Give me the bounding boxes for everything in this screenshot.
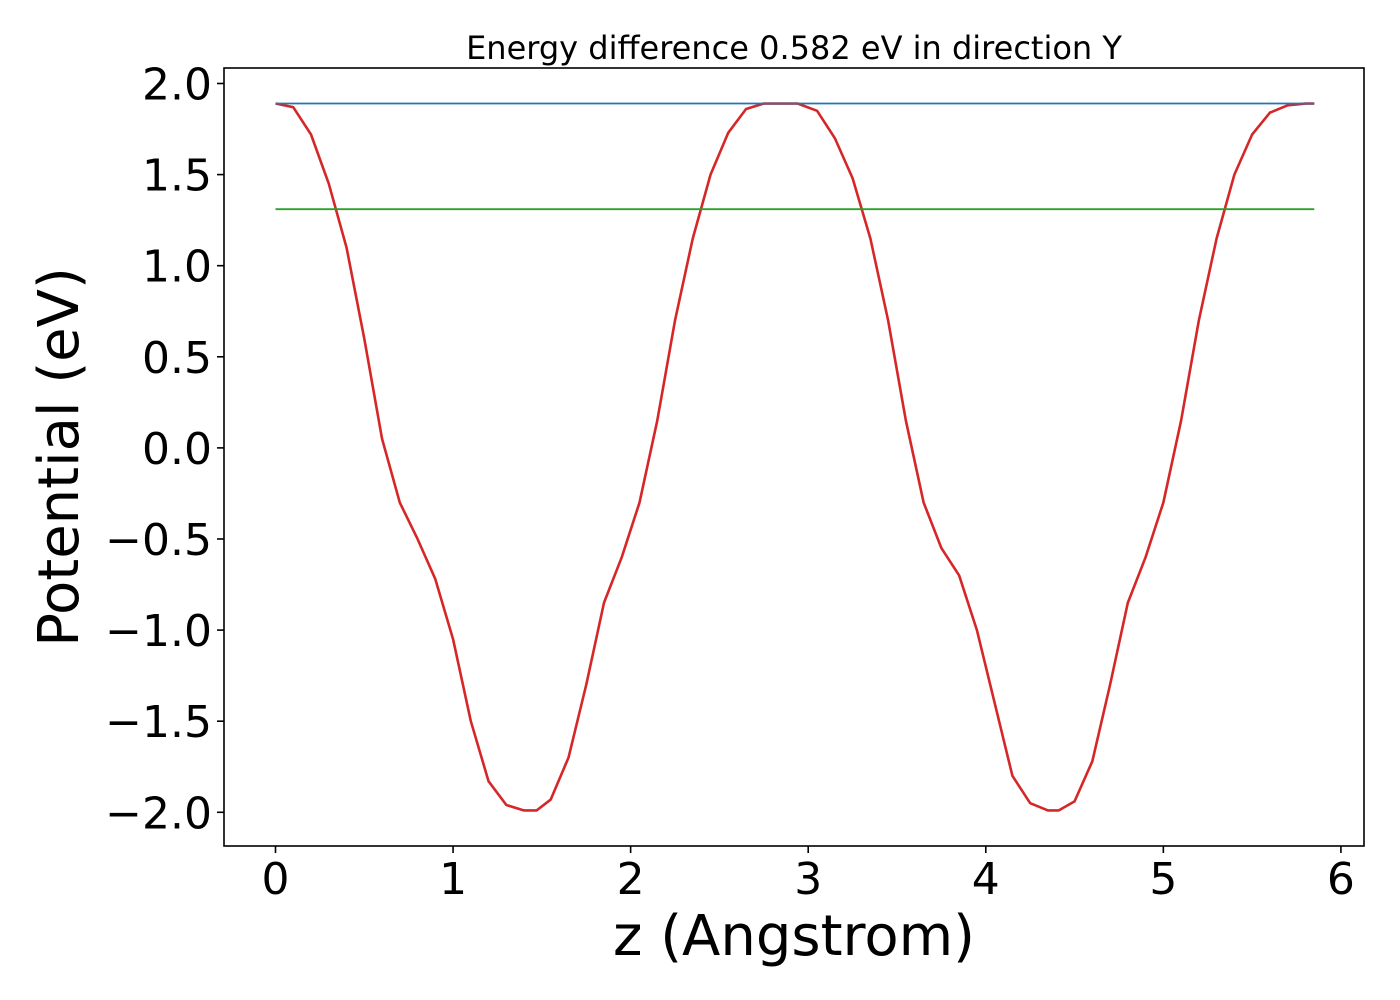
y-tick-label: −0.5 (105, 515, 212, 566)
y-tick-label: −1.0 (105, 606, 212, 657)
x-tick-label: 1 (439, 854, 467, 905)
plot-frame (223, 67, 1365, 847)
x-axis: 0 1 2 3 4 5 6 (261, 846, 1355, 905)
series-layer (275, 102, 1315, 812)
chart-title: Energy difference 0.582 eV in direction … (466, 29, 1122, 67)
y-axis-label: Potential (eV) (27, 267, 92, 647)
y-axis: 2.0 1.5 1.0 0.5 0.0 −0.5 −1.0 −1.5 −2.0 (105, 59, 224, 839)
y-tick-label: 1.5 (142, 151, 212, 202)
y-tick-label: 0.0 (142, 424, 212, 475)
y-tick-label: 2.0 (142, 59, 212, 110)
x-tick-label: 0 (261, 854, 289, 905)
x-tick-label: 4 (972, 854, 1000, 905)
y-tick-label: 0.5 (142, 333, 212, 384)
x-tick-label: 6 (1327, 854, 1355, 905)
x-tick-label: 3 (794, 854, 822, 905)
y-tick-label: 1.0 (142, 242, 212, 293)
y-tick-label: −2.0 (105, 788, 212, 839)
y-tick-label: −1.5 (105, 697, 212, 748)
x-tick-label: 2 (617, 854, 645, 905)
x-tick-label: 5 (1149, 854, 1177, 905)
x-axis-label: z (Angstrom) (613, 904, 975, 969)
